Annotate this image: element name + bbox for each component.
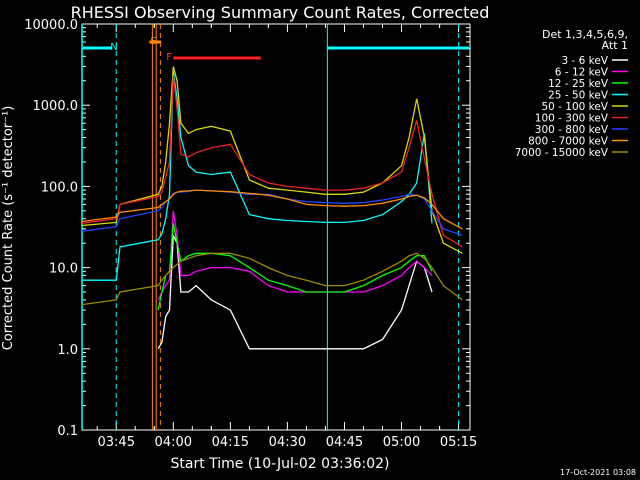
legend-label: 7000 - 15000 keV xyxy=(515,147,609,159)
legend-label: 25 - 50 keV xyxy=(548,90,609,102)
y-tick-label: 1000.0 xyxy=(33,99,79,114)
x-tick-label: 04:00 xyxy=(155,435,192,450)
y-tick-label: 10000.0 xyxy=(24,18,78,33)
x-tick-label: 05:15 xyxy=(440,435,477,450)
x-axis-label: Start Time (10-Jul-02 03:36:02) xyxy=(170,456,389,472)
series-line xyxy=(82,252,463,306)
orbit-annotation: F xyxy=(166,52,172,63)
x-tick-label: 04:30 xyxy=(269,435,306,450)
orbit-annotation: S xyxy=(150,36,156,47)
chart-title: RHESSI Observing Summary Count Rates, Co… xyxy=(71,3,490,22)
legend-label: 50 - 100 keV xyxy=(541,101,608,113)
series-group xyxy=(82,66,463,350)
legend-header: Det 1,3,4,5,6,9, xyxy=(542,28,628,41)
legend-header: Att 1 xyxy=(602,39,628,52)
series-line xyxy=(82,189,463,236)
x-tick-label: 04:15 xyxy=(212,435,249,450)
y-tick-label: 1.0 xyxy=(57,343,78,358)
legend-label: 800 - 7000 keV xyxy=(528,136,609,148)
y-axis-label: Corrected Count Rate (s⁻¹ detector⁻¹) xyxy=(1,106,16,351)
x-tick-label: 04:45 xyxy=(326,435,363,450)
series-line xyxy=(82,75,463,248)
y-tick-label: 100.0 xyxy=(41,180,78,195)
legend-label: 100 - 300 keV xyxy=(535,113,609,125)
legend-label: 12 - 25 keV xyxy=(548,78,609,90)
x-tick-label: 05:00 xyxy=(383,435,420,450)
footer-timestamp: 17-Oct-2021 03:08 xyxy=(560,468,636,477)
series-line xyxy=(82,189,463,230)
y-tick-label: 10.0 xyxy=(49,262,78,277)
orbit-annotation: N xyxy=(110,42,117,53)
series-line xyxy=(82,66,463,254)
plot-area: 0.1 1.0 10.0 100.0 1000.0 10000.0 03:45 04:00 04… xyxy=(24,18,477,450)
series-line xyxy=(82,71,433,281)
series-line xyxy=(157,210,433,301)
series-line xyxy=(157,235,433,350)
series-line xyxy=(157,223,433,311)
legend-label: 6 - 12 keV xyxy=(555,67,609,79)
plot-frame xyxy=(81,23,471,431)
legend-label: 3 - 6 keV xyxy=(561,55,608,67)
legend-label: 300 - 800 keV xyxy=(535,124,609,136)
y-tick-label: 0.1 xyxy=(57,424,78,439)
x-tick-label: 03:45 xyxy=(98,435,135,450)
